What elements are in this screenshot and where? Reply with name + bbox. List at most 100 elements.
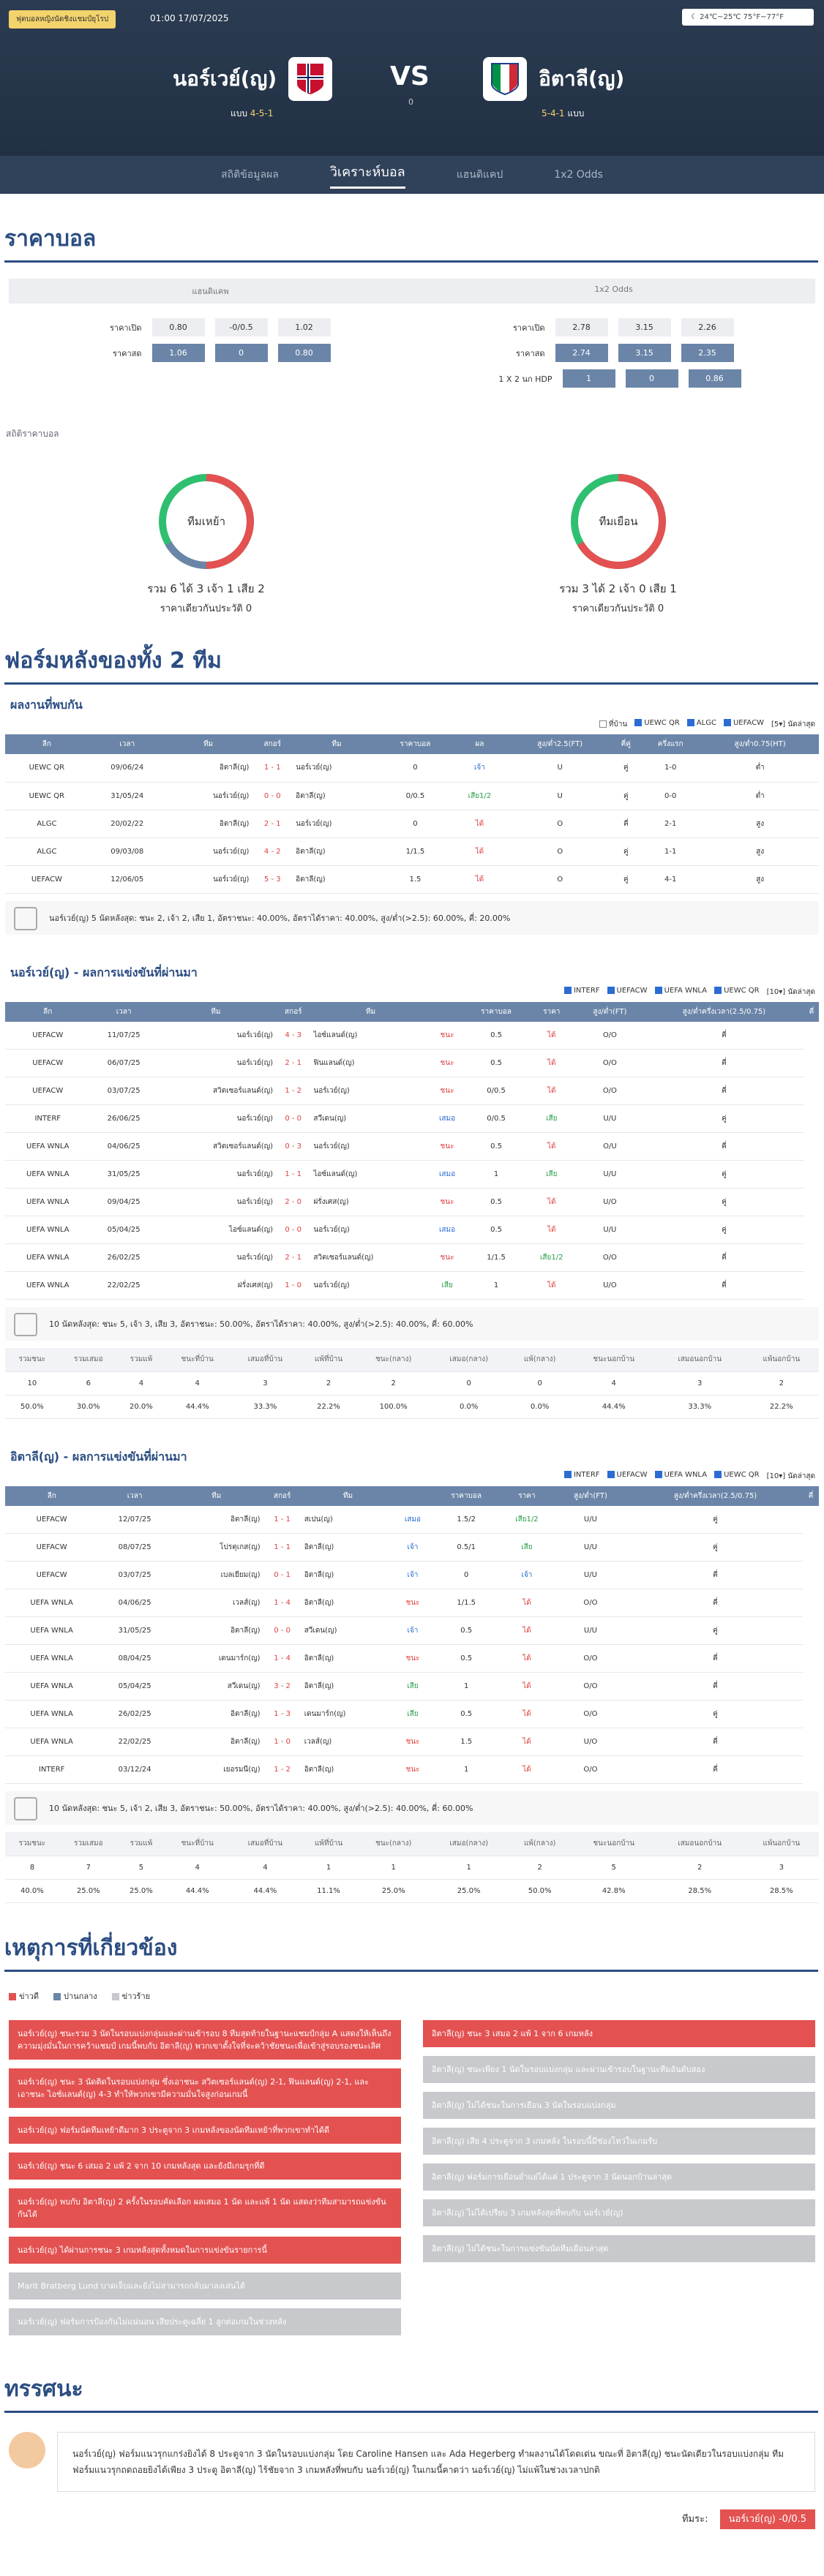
away-recent-header-row: ลีก เวลา ทีม สกอร์ ทีม ราคาบอล ราคา สูง/ต่ำ(FT)…	[5, 1485, 819, 1506]
table-cell: 08/04/25	[98, 1644, 171, 1673]
away-team-name: อิตาลี(ญ)	[539, 67, 625, 91]
analyst-avatar-icon	[9, 2431, 45, 2468]
table-row[interactable]: UEFA WNLA 31/05/25 อิตาลี(ญ) 0 - 0 สวีเดน(ญ)…	[5, 1616, 819, 1645]
stat-cell: 4	[117, 1371, 165, 1396]
filter-uefacw[interactable]: UEFACW	[723, 719, 764, 730]
filter-uefa-wnla[interactable]: UEFA WNLA	[654, 986, 707, 998]
tab-analysis[interactable]: วิเคราะห์บอล	[329, 161, 405, 189]
recent-count-select[interactable]: [5▾] นัดล่าสุด	[771, 720, 815, 728]
away-team[interactable]: อิตาลี(ญ)	[483, 57, 624, 101]
stat-cell: รวมแพ้	[117, 1832, 165, 1856]
tab-stats[interactable]: สถิติข้อมูลผล	[221, 169, 279, 181]
table-row[interactable]: UEFA WNLA 04/06/25 เวลส์(ญ) 1 - 4 อิตาลี(ญ) ช…	[5, 1589, 819, 1617]
table-cell: U/U	[575, 1160, 644, 1189]
table-row[interactable]: UEFACW 11/07/25 นอร์เวย์(ญ) 4 - 3 ไอซ์แลนด์(…	[5, 1021, 819, 1050]
handicap-open-row: ราคาเปิด 0.80 -0/0.5 1.02	[9, 318, 412, 336]
table-cell: เวลส์(ญ)	[302, 1728, 394, 1756]
table-cell: เสีย1/2	[451, 782, 508, 810]
tab-1x2-odds[interactable]: 1x2 Odds	[554, 169, 603, 181]
filter-interf[interactable]: INTERF	[563, 986, 600, 998]
away-recent-filters: INTERF UEFACW UEFA WNLA UEWC QR [10▾] นั…	[0, 1470, 815, 1482]
table-row[interactable]: UEFACW 06/07/25 นอร์เวย์(ญ) 2 - 1 ฟินแลนด์(ญ…	[5, 1049, 819, 1077]
filter-algc[interactable]: ALGC	[686, 719, 716, 730]
stat-cell: ชนะ(กลาง)	[356, 1348, 430, 1372]
league-breadcrumb[interactable]: ฟุตบอลหญิงนัดชิงแชมป์ยุโรป	[9, 10, 116, 29]
stat-cell: 3	[230, 1371, 301, 1396]
stat-cell: 50.0%	[507, 1879, 572, 1903]
table-row[interactable]: UEFA WNLA 22/02/25 ฝรั่งเศส(ญ) 1 - 0 นอร์เวย…	[5, 1271, 819, 1300]
away-formation: 5-4-1 แบบ	[542, 107, 584, 121]
table-row[interactable]: ALGC 09/03/08 นอร์เวย์(ญ) 4 - 2 อิตาลี(ญ) 1/1…	[5, 837, 819, 866]
table-row[interactable]: UEFACW 08/07/25 โปรตุเกส(ญ) 1 - 1 อิตาลี(ญ) เ…	[5, 1533, 819, 1562]
table-row[interactable]: UEWC QR 09/06/24 อิตาลี(ญ) 1 - 1 นอร์เวย์(ญ)…	[5, 754, 819, 783]
table-cell: O/O	[553, 1700, 628, 1728]
recent-count-select[interactable]: [10▾] นัดล่าสุด	[766, 1472, 815, 1480]
odds-header-1x2[interactable]: 1x2 Odds	[412, 279, 815, 304]
home-formation: แบบ 4-5-1	[231, 107, 273, 121]
odds-stats-donuts: ทีมเหย้า รวม 6 ได้ 3 เจ้า 1 เสีย 2 ราคาเ…	[0, 470, 824, 616]
filter-uefacw[interactable]: UEFACW	[607, 986, 648, 998]
table-cell: 0.5	[432, 1616, 501, 1645]
table-row[interactable]: UEFA WNLA 26/02/25 นอร์เวย์(ญ) 2 - 1 สวิตเซอ…	[5, 1243, 819, 1272]
stat-cell: แพ้นอกบ้าน	[744, 1832, 819, 1856]
table-cell: INTERF	[5, 1104, 91, 1133]
table-row[interactable]: UEFA WNLA 26/02/25 อิตาลี(ญ) 1 - 3 เดนมาร์ก(…	[5, 1700, 819, 1728]
filter-uewc-qr[interactable]: UEWC QR	[634, 719, 680, 730]
filter-uewc-qr[interactable]: UEWC QR	[714, 986, 760, 998]
away-formation-value: 5-4-1	[542, 108, 565, 118]
stat-cell: รวมเสมอ	[59, 1348, 118, 1372]
filter-uefa-wnla[interactable]: UEFA WNLA	[654, 1470, 707, 1482]
table-cell: อิตาลี(ญ)	[171, 1505, 262, 1534]
open-label: ราคาเปิด	[512, 323, 545, 333]
table-row[interactable]: UEFACW 03/07/25 เบลเยียม(ญ) 0 - 1 อิตาลี(ญ) เ…	[5, 1561, 819, 1589]
table-cell: U/U	[575, 1216, 644, 1244]
stat-cell: 1	[300, 1856, 357, 1880]
table-row[interactable]: UEFA WNLA 22/02/25 อิตาลี(ญ) 1 - 0 เวลส์(ญ) ช…	[5, 1728, 819, 1756]
stat-cell: 44.4%	[230, 1879, 301, 1903]
filter-interf[interactable]: INTERF	[563, 1470, 600, 1482]
table-row[interactable]: INTERF 26/06/25 นอร์เวย์(ญ) 0 - 0 สวีเดน(ญ) เ…	[5, 1104, 819, 1133]
table-cell: คู่	[612, 837, 640, 866]
table-cell: คี่	[643, 1021, 804, 1050]
table-row[interactable]: UEFA WNLA 05/04/25 สวีเดน(ญ) 3 - 2 อิตาลี(ญ)…	[5, 1672, 819, 1701]
table-cell: U/U	[553, 1533, 628, 1562]
table-cell: นอร์เวย์(ญ)	[312, 1077, 430, 1105]
table-cell: 1 - 0	[261, 1728, 303, 1756]
stat-cell: 33.3%	[230, 1395, 301, 1419]
filter-home[interactable]: ที่บ้าน	[599, 719, 627, 730]
table-cell: UEFA WNLA	[5, 1589, 99, 1617]
table-row[interactable]: UEFA WNLA 05/04/25 ไอซ์แลนด์(ญ) 0 - 0 นอร์เว…	[5, 1216, 819, 1244]
table-row[interactable]: UEFACW 12/07/25 อิตาลี(ญ) 1 - 1 สเปน(ญ) เสมอ 1…	[5, 1505, 819, 1534]
tab-handicap[interactable]: แฮนดิแคป	[456, 169, 503, 181]
table-cell: U/U	[553, 1505, 628, 1534]
stat-cell: 7	[59, 1856, 118, 1880]
table-row[interactable]: UEFA WNLA 31/05/25 นอร์เวย์(ญ) 1 - 1 ไอซ์แลน…	[5, 1160, 819, 1189]
table-cell: UEFA WNLA	[5, 1271, 91, 1300]
table-row[interactable]: ALGC 20/02/22 อิตาลี(ญ) 2 - 1 นอร์เวย์(ญ) 0 ได…	[5, 810, 819, 838]
table-cell: เจ้า	[393, 1533, 432, 1562]
table-cell: คี่	[643, 1132, 804, 1161]
home-team[interactable]: นอร์เวย์(ญ)	[173, 57, 333, 101]
table-cell: UEFACW	[5, 1021, 91, 1050]
table-row[interactable]: UEFA WNLA 08/04/25 เดนมาร์ก(ญ) 1 - 4 อิตาลี(…	[5, 1644, 819, 1673]
table-cell: 1.5	[378, 865, 452, 894]
odds-cell: 0	[625, 369, 678, 388]
table-cell: UEFA WNLA	[5, 1243, 91, 1272]
table-row[interactable]: UEFA WNLA 09/04/25 นอร์เวย์(ญ) 2 - 0 ฝรั่งเศ…	[5, 1188, 819, 1216]
table-cell: 04/06/25	[90, 1132, 157, 1161]
stat-cell: 20.0%	[117, 1395, 165, 1419]
filter-uewc-qr[interactable]: UEWC QR	[714, 1470, 760, 1482]
table-cell: 0/0.5	[465, 1077, 528, 1105]
recent-count-select[interactable]: [10▾] นัดล่าสุด	[766, 987, 815, 996]
table-row[interactable]: UEWC QR 31/05/24 นอร์เวย์(ญ) 0 - 0 อิตาลี(ญ)…	[5, 782, 819, 810]
filter-uefacw[interactable]: UEFACW	[607, 1470, 648, 1482]
table-cell: 0/0.5	[465, 1104, 528, 1133]
table-row[interactable]: UEFACW 03/07/25 สวิตเซอร์แลนด์(ญ) 1 - 2 นอร์…	[5, 1077, 819, 1105]
home-formation-label: แบบ	[231, 108, 247, 118]
table-cell: อิตาลี(ญ)	[294, 782, 379, 810]
table-row[interactable]: INTERF 03/12/24 เยอรมนี(ญ) 1 - 2 อิตาลี(ญ) ชน…	[5, 1755, 819, 1784]
table-row[interactable]: UEFACW 12/06/05 นอร์เวย์(ญ) 5 - 3 อิตาลี(ญ) 1…	[5, 865, 819, 894]
table-cell: U/O	[553, 1728, 628, 1756]
odds-header-handicap[interactable]: แฮนดิแคพ	[9, 279, 412, 304]
